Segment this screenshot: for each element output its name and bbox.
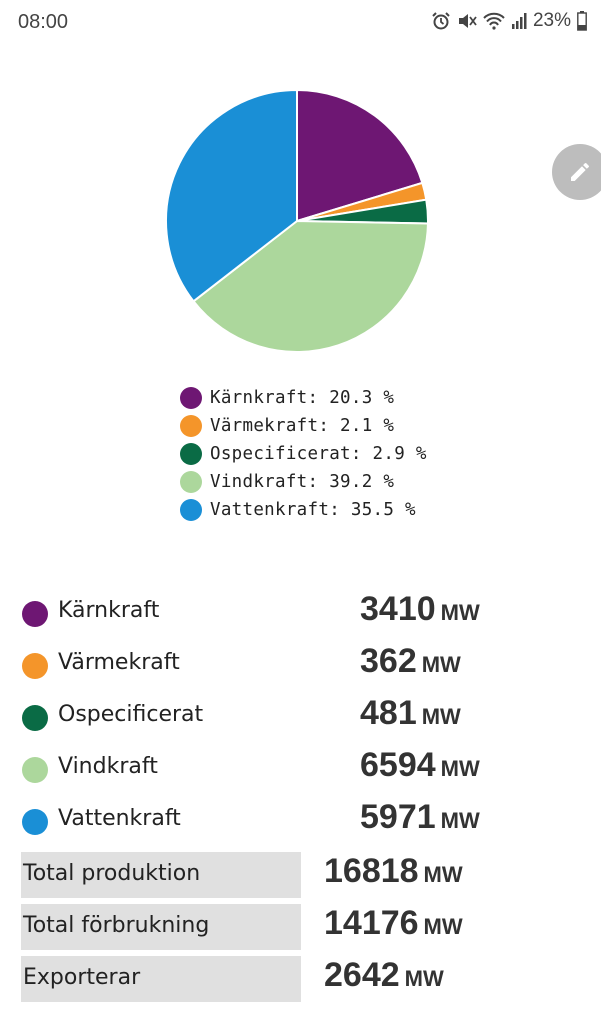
total-row-production: Total produktion 16818 MW [0,852,601,898]
status-icons: 23% [431,10,587,32]
value-unit: MW [440,808,480,833]
value-number: 481 [360,694,417,732]
value-number: 14176 [324,904,419,942]
legend-item-vattenkraft: Vattenkraft: 35.5 % [180,496,427,524]
pie-slice-krnkraft [296,88,424,223]
battery-percent: 23% [532,10,571,31]
source-row-vattenkraft: Vattenkraft 5971 MW [0,798,601,844]
legend-item-karnkraft: Kärnkraft: 20.3 % [180,384,427,412]
signal-icon [511,13,527,29]
value-unit: MW [423,914,463,939]
legend-label: Värmekraft: 2.1 % [210,416,395,436]
alarm-icon [432,12,450,30]
pie-slice-vindkraft [192,219,429,353]
source-value: 362 MW [360,642,461,681]
value-number: 6594 [360,746,436,784]
legend-item-varmekraft: Värmekraft: 2.1 % [180,412,427,440]
wifi-icon [483,12,505,30]
color-dot [22,757,48,783]
total-label: Exporterar [23,965,141,990]
mute-icon [458,14,477,28]
total-value: 2642 MW [324,956,444,995]
total-row-export: Exporterar 2642 MW [0,956,601,1002]
source-value: 481 MW [360,694,461,733]
total-label-box [21,904,301,950]
source-row-vindkraft: Vindkraft 6594 MW [0,746,601,792]
legend-label: Vindkraft: 39.2 % [210,472,395,492]
energy-pie-chart [165,88,429,353]
source-row-ospecificerat: Ospecificerat 481 MW [0,694,601,740]
value-number: 16818 [324,852,419,890]
status-bar: 08:00 23% [0,0,601,46]
legend-item-ospecificerat: Ospecificerat: 2.9 % [180,440,427,468]
value-number: 362 [360,642,417,680]
source-name: Vindkraft [58,754,158,779]
legend-swatch [180,443,202,465]
value-unit: MW [423,862,463,887]
value-unit: MW [440,600,480,625]
source-name: Värmekraft [58,650,180,675]
source-row-karnkraft: Kärnkraft 3410 MW [0,590,601,636]
legend-swatch [180,471,202,493]
legend-label: Ospecificerat: 2.9 % [210,444,427,464]
source-name: Kärnkraft [58,598,160,623]
legend-swatch [180,387,202,409]
value-unit: MW [440,756,480,781]
total-label: Total produktion [23,861,201,886]
status-time: 08:00 [18,11,69,33]
legend-swatch [180,415,202,437]
legend-item-vindkraft: Vindkraft: 39.2 % [180,468,427,496]
value-number: 2642 [324,956,400,994]
source-row-varmekraft: Värmekraft 362 MW [0,642,601,688]
total-value: 14176 MW [324,904,463,943]
color-dot [22,601,48,627]
value-unit: MW [404,966,444,991]
value-unit: MW [421,704,461,729]
legend-swatch [180,499,202,521]
color-dot [22,809,48,835]
edit-button[interactable] [552,144,601,200]
source-value: 5971 MW [360,798,480,837]
total-label-box [21,956,301,1002]
value-unit: MW [421,652,461,677]
value-number: 5971 [360,798,436,836]
total-label-box [21,852,301,898]
source-name: Ospecificerat [58,702,204,727]
chart-legend: Kärnkraft: 20.3 % Värmekraft: 2.1 % Ospe… [180,384,427,524]
total-label: Total förbrukning [23,913,210,938]
source-name: Vattenkraft [58,806,181,831]
value-number: 3410 [360,590,436,628]
total-value: 16818 MW [324,852,463,891]
legend-label: Kärnkraft: 20.3 % [210,388,395,408]
total-row-consumption: Total förbrukning 14176 MW [0,904,601,950]
battery-icon [577,11,587,31]
source-value: 6594 MW [360,746,480,785]
color-dot [22,705,48,731]
pencil-icon [571,163,589,181]
source-value: 3410 MW [360,590,480,629]
color-dot [22,653,48,679]
pie-slice-vattenkraft [165,88,298,303]
legend-label: Vattenkraft: 35.5 % [210,500,416,520]
